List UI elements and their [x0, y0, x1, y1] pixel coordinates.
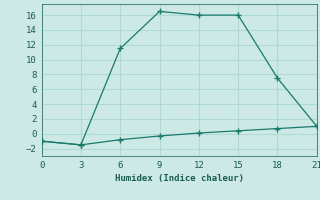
X-axis label: Humidex (Indice chaleur): Humidex (Indice chaleur): [115, 174, 244, 183]
